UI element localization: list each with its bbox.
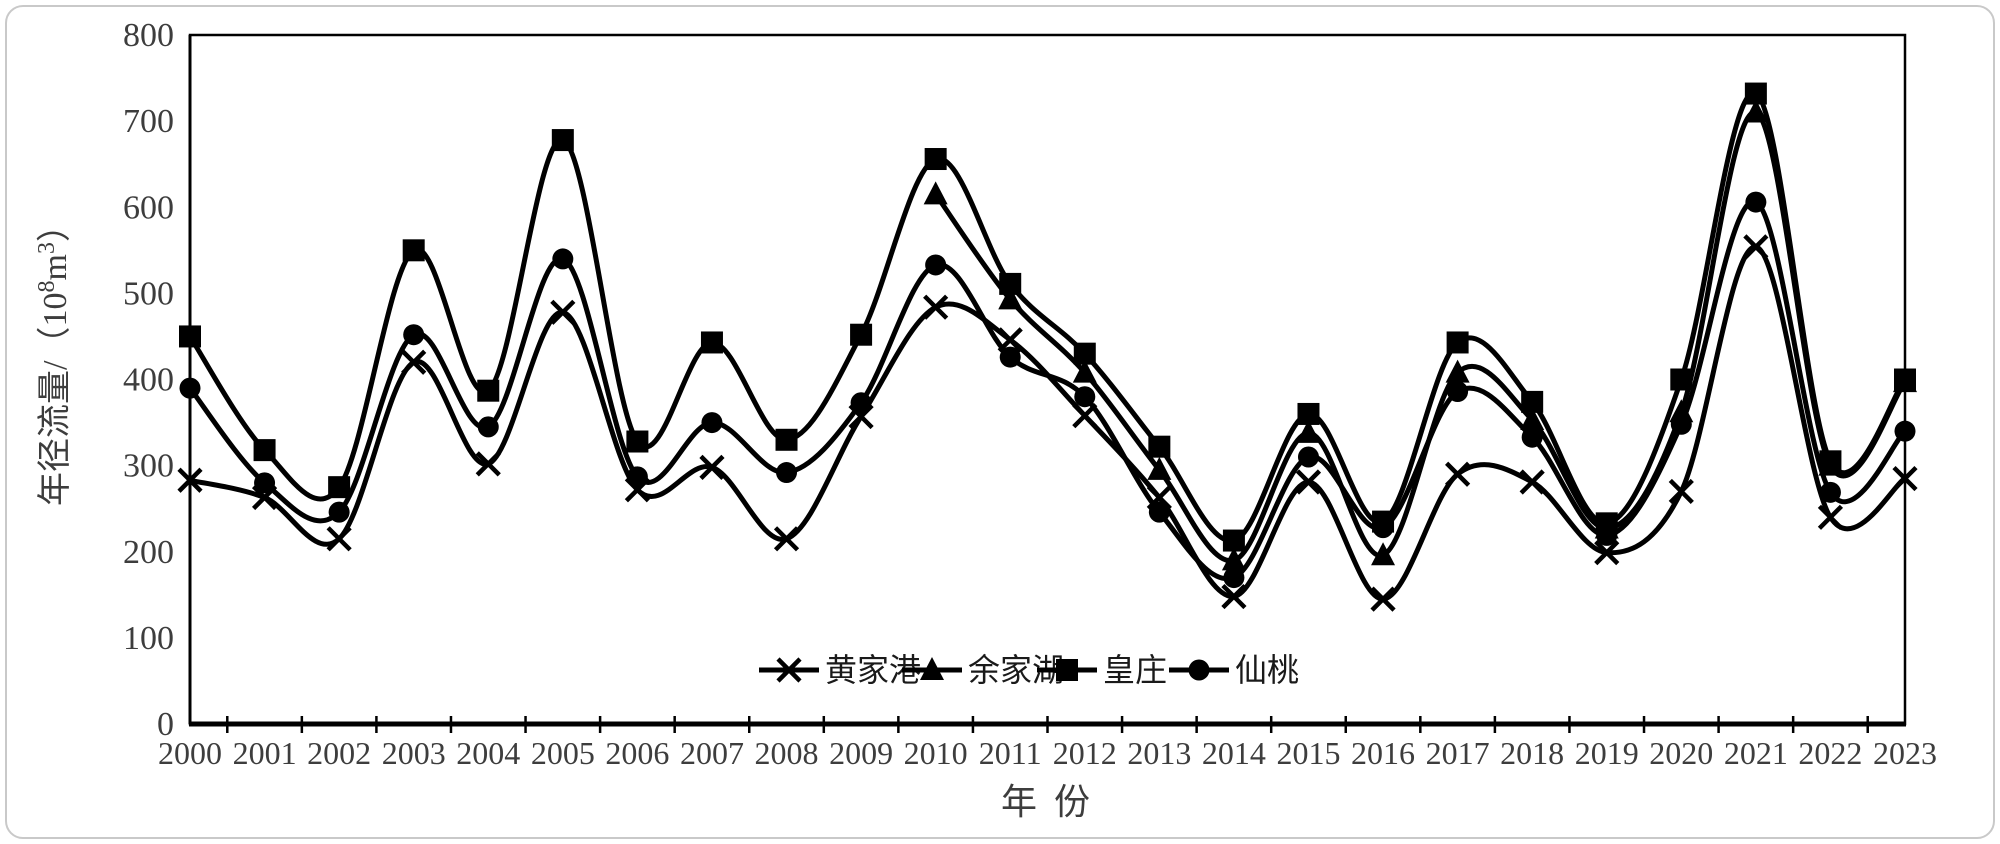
y-tick-label: 800	[123, 17, 174, 54]
x-tick-label: 2002	[307, 735, 371, 771]
series-line-square	[187, 90, 1908, 544]
series-line-triangle	[933, 110, 1908, 563]
x-tick-label: 2018	[1500, 735, 1564, 771]
x-tick-label: 2011	[979, 735, 1042, 771]
x-tick-label: 2000	[158, 735, 222, 771]
x-tick-label: 2012	[1053, 735, 1117, 771]
x-tick-label: 2003	[382, 735, 446, 771]
y-axis-title: 年径流量/（108​m3​）	[34, 208, 74, 506]
legend-label: 皇庄	[1103, 652, 1167, 688]
legend-item-x: 黄家港	[759, 652, 921, 688]
x-axis-title: 年 份	[1001, 782, 1094, 822]
series-markers-triangle	[923, 99, 1917, 571]
series-markers-square	[179, 82, 1916, 552]
axes	[188, 33, 1907, 733]
series-lines	[187, 90, 1908, 602]
series-line-circle	[188, 199, 1907, 582]
x-tick-label: 2020	[1649, 735, 1713, 771]
x-tick-label: 2016	[1351, 735, 1415, 771]
y-tick-label: 0	[157, 706, 174, 743]
y-tick-label: 700	[123, 103, 174, 140]
x-tick-label: 2005	[531, 735, 595, 771]
x-tick-label: 2015	[1276, 735, 1340, 771]
x-tick-label: 2004	[456, 735, 520, 771]
legend-label: 仙桃	[1235, 652, 1299, 688]
x-tick-label: 2007	[680, 735, 744, 771]
x-tick-label: 2013	[1127, 735, 1191, 771]
y-tick-label: 200	[123, 534, 174, 571]
y-tick-label: 500	[123, 275, 174, 312]
legend-item-square: 皇庄	[1037, 652, 1167, 688]
x-tick-label: 2006	[605, 735, 669, 771]
x-tick-label: 2023	[1873, 735, 1937, 771]
legend: 黄家港 余家湖 皇庄 仙桃	[759, 652, 1299, 688]
y-tick-label: 400	[123, 362, 174, 399]
y-tick-label: 300	[123, 448, 174, 485]
x-tick-label: 2021	[1724, 735, 1788, 771]
chart-card: 0 100 200 300 400 500 600 700 800 2000 2001 2002 200…	[5, 5, 1995, 839]
x-tick-label: 2017	[1426, 735, 1490, 771]
series-markers-circle	[179, 191, 1916, 589]
y-axis-tick-labels: 0 100 200 300 400 500 600 700 800	[123, 17, 174, 743]
x-tick-label: 2010	[904, 735, 968, 771]
x-axis-tick-labels: 2000 2001 2002 2003 2004 2005 2006 2007 2008 2009…	[158, 735, 1937, 771]
y-tick-label: 600	[123, 189, 174, 226]
x-tick-label: 2009	[829, 735, 893, 771]
x-tick-label: 2008	[755, 735, 819, 771]
y-tick-label: 100	[123, 620, 174, 657]
x-tick-label: 2014	[1202, 735, 1266, 771]
x-tick-label: 2022	[1798, 735, 1862, 771]
series-line-x	[189, 244, 1907, 602]
legend-item-circle: 仙桃	[1169, 652, 1299, 688]
x-tick-label: 2001	[233, 735, 297, 771]
x-tick-label: 2019	[1575, 735, 1639, 771]
